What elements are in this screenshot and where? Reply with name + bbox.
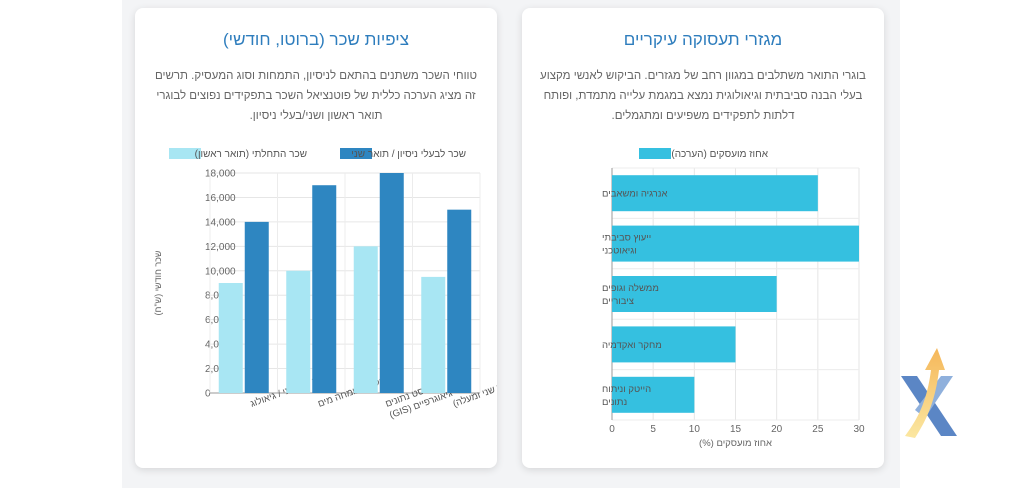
y-tick-label: הייטק וניתוח xyxy=(602,384,651,395)
y-tick-label: 10,000 xyxy=(205,266,236,277)
y-tick-label: 14,000 xyxy=(205,217,236,228)
sectors-card-title: מגזרי תעסוקה עיקריים xyxy=(623,30,783,49)
bar xyxy=(612,175,818,212)
y-tick-label: 16,000 xyxy=(205,193,236,204)
bar xyxy=(312,185,337,393)
y-tick-label: אנרגיה ומשאבים xyxy=(602,189,667,200)
salary-card-title: ציפיות שכר (ברוטו, חודשי) xyxy=(223,30,409,49)
y-tick-label: ממשלה וגופים xyxy=(602,282,659,294)
bar xyxy=(612,376,695,413)
x-tick-label: 25 xyxy=(812,424,824,435)
legend-label: אחוז מועסקים (הערכה) xyxy=(671,149,768,160)
y-axis-title: שכר חודשי (ש"ח) xyxy=(153,250,163,315)
y-tick-label: נתונים xyxy=(602,397,627,408)
x-tick-label: 5 xyxy=(650,424,656,435)
sectors-card: מגזרי תעסוקה עיקריים בוגרי התואר משתלבים… xyxy=(522,8,884,468)
bar xyxy=(612,225,859,262)
y-tick-label: מחקר ואקדמיה xyxy=(602,340,662,351)
x-tick-label: 10 xyxy=(689,424,701,435)
legend-swatch xyxy=(639,148,671,159)
y-tick-label: 0 xyxy=(205,389,211,400)
salary-card-description: טווחי השכר משתנים בהתאם לניסיון, התמחות … xyxy=(154,70,478,122)
x-arrow-logo-icon xyxy=(901,348,957,438)
bar xyxy=(379,173,404,393)
bar xyxy=(612,326,736,363)
salary-card: ציפיות שכר (ברוטו, חודשי) טווחי השכר משת… xyxy=(135,8,497,468)
bar xyxy=(447,209,472,393)
x-tick-label: 20 xyxy=(771,424,783,435)
bar xyxy=(244,221,269,393)
x-tick-label: 30 xyxy=(853,424,865,435)
y-tick-label: ייעוץ סביבתי xyxy=(602,233,651,244)
bar xyxy=(218,283,243,393)
bar xyxy=(286,270,311,393)
bar xyxy=(421,276,446,393)
bar xyxy=(612,276,777,312)
x-tick-label: 0 xyxy=(609,424,615,435)
y-tick-label: ציבוריים xyxy=(602,296,634,307)
sectors-card-description: בוגרי התואר משתלבים במגוון רחב של מגזרים… xyxy=(540,70,866,122)
y-tick-label: 8,000 xyxy=(205,291,230,302)
legend-swatch xyxy=(340,148,372,159)
y-tick-label: 6,000 xyxy=(205,315,230,326)
y-tick-label: 12,000 xyxy=(205,242,236,253)
legend-label: שכר לבעלי ניסיון / תואר שני xyxy=(351,148,466,160)
salary-chart: שכר התחלתי (תואר ראשון) שכר לבעלי ניסיון … xyxy=(153,148,497,421)
legend-swatch xyxy=(169,148,201,159)
y-tick-label: 4,000 xyxy=(205,340,230,351)
y-tick-label: 2,000 xyxy=(205,364,230,375)
x-axis-title: אחוז מועסקים (%) xyxy=(699,438,772,449)
bar xyxy=(353,246,378,393)
x-tick-label: 15 xyxy=(730,424,742,435)
sectors-chart: אחוז מועסקים (הערכה) 0 5 10 15 20 25 30 אחוז מוע… xyxy=(602,148,865,449)
y-tick-label: וגיאוטכני xyxy=(602,246,637,257)
y-tick-label: 18,000 xyxy=(205,169,236,180)
legend-label: שכר התחלתי (תואר ראשון) xyxy=(195,148,307,160)
